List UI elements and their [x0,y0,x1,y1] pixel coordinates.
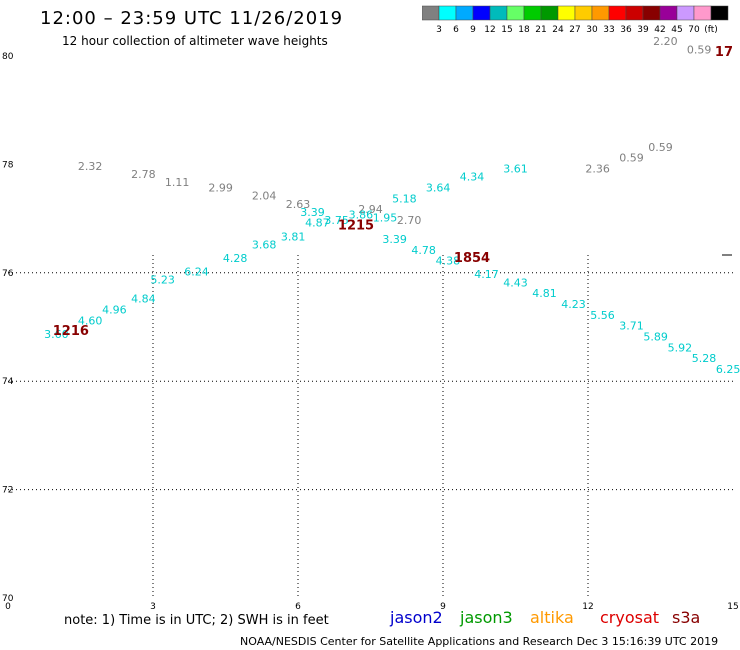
wave-height-label: 5.28 [692,352,717,365]
x-tick-label: 9 [440,602,446,612]
legend-label: 24 [552,25,564,35]
satellite-cryosat: cryosat [600,608,660,627]
wave-height-label: 2.04 [252,190,277,203]
wave-height-label: 3.39 [382,233,407,246]
page-title: 12:00 – 23:59 UTC 11/26/2019 [40,8,344,29]
wave-height-label: 4.43 [503,276,528,289]
satellite-s3a: s3a [672,608,701,627]
time-label: 1854 [454,251,490,266]
wave-height-label: 4.38 [436,255,461,268]
wave-height-label: 3.81 [281,230,306,243]
y-tick-label: 80 [2,52,14,62]
wave-height-label: 5.56 [590,309,615,322]
wave-height-label: 5.92 [668,341,693,354]
wave-height-label: 4.34 [460,171,485,184]
wave-height-label: 6.24 [184,266,209,279]
wave-height-label: 4.84 [131,293,156,306]
color-legend: 3 6 9 12 15 18 21 24 27 30 33 36 39 42 45 70 (ft) [422,5,729,35]
wave-height-label: 4.60 [78,314,103,327]
wave-height-label: 3.39 [300,206,325,219]
legend-label: 33 [603,25,614,35]
legend-label: 39 [637,25,649,35]
wave-height-label: 2.32 [78,160,103,173]
legend-label: 30 [586,25,598,35]
wave-height-label: 5.23 [150,274,175,287]
legend-label: 15 [501,25,512,35]
wave-height-label: 2.70 [397,214,422,227]
wave-height-label: 1.11 [165,176,190,189]
x-tick-label: 12 [582,602,593,612]
y-tick-label: 72 [2,486,13,496]
legend-label: 6 [453,25,459,35]
wave-height-label: 5.89 [643,331,668,344]
wave-height-label: 3.64 [426,182,451,195]
x-tick-label: 0 [5,602,11,612]
wave-height-label: 2.99 [208,182,233,195]
y-tick-label: 74 [2,377,14,387]
wave-height-label: 2.36 [585,163,610,176]
legend-label: (ft) [704,25,718,35]
x-tick-label: 3 [150,602,156,612]
legend-label: 9 [470,25,476,35]
wave-height-label: 3.68 [252,238,277,251]
legend-swatch [710,5,729,21]
wave-height-label: 4.28 [223,252,248,265]
credit-line: NOAA/NESDIS Center for Satellite Applica… [240,635,719,648]
x-tick-label: 15 [727,602,738,612]
y-tick-label: 78 [2,160,14,170]
wave-height-label: 5.18 [392,192,417,205]
x-tick-label: 6 [295,602,301,612]
legend-label: 36 [620,25,632,35]
wave-height-label: 3.86 [349,209,374,222]
y-tick-label: 70 [2,594,14,604]
wave-height-label: 2.78 [131,168,156,181]
wave-height-label: 1.95 [373,211,398,224]
wave-height-label: 3.71 [619,320,644,333]
footnote: note: 1) Time is in UTC; 2) SWH is in fe… [64,613,329,628]
satellite-jason3: jason3 [460,608,513,627]
wave-height-label: 0.59 [648,141,673,154]
satellite-altika: altika [530,608,574,627]
legend-label: 21 [535,25,546,35]
legend-label: 70 [688,25,700,35]
wave-height-label: 4.81 [532,287,557,300]
wave-height-label: 4.87 [305,217,330,230]
wave-height-label: 4.23 [561,298,586,311]
wave-height-label: 6.25 [716,363,740,376]
wave-height-label: 3.75 [324,214,349,227]
wave-height-label: 4.78 [411,244,436,257]
legend-label: 3 [436,25,442,35]
page-subtitle: 12 hour collection of altimeter wave hei… [62,34,328,48]
legend-label: 12 [484,25,495,35]
time-label: 1216 [53,324,89,339]
wave-height-label: 2.20 [653,35,678,48]
time-label: 17 [715,45,733,60]
satellite-jason2: jason2 [390,608,443,627]
time-label: 1215 [338,218,374,233]
wave-height-label: 4.17 [474,268,499,281]
wave-height-label: 0.59 [619,152,644,165]
wave-height-label: 4.96 [102,303,127,316]
legend-label: 45 [671,25,682,35]
wave-height-label: 2.94 [358,203,383,216]
legend-label: 18 [518,25,530,35]
legend-label: 42 [654,25,665,35]
wave-height-label: 3.60 [44,328,69,341]
wave-height-label: 2.63 [286,198,311,211]
y-tick-label: 76 [2,269,14,279]
legend-label: 27 [569,25,580,35]
wave-height-label: 3.61 [503,163,528,176]
wave-height-label: 0.59 [687,43,712,56]
